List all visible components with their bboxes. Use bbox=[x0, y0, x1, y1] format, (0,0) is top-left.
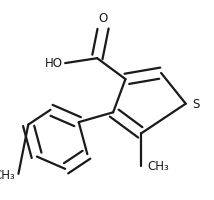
Text: S: S bbox=[192, 98, 199, 111]
Text: CH₃: CH₃ bbox=[0, 169, 15, 182]
Text: O: O bbox=[99, 12, 108, 25]
Text: HO: HO bbox=[45, 57, 63, 70]
Text: CH₃: CH₃ bbox=[148, 160, 169, 173]
